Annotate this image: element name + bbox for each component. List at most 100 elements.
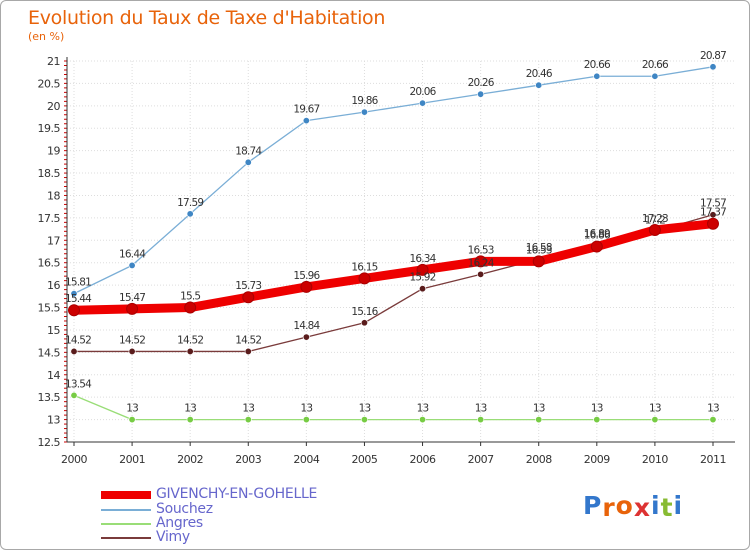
data-label: 13 (417, 403, 429, 415)
data-label: 16.89 (584, 228, 610, 240)
data-point (651, 416, 659, 424)
data-point (593, 72, 601, 80)
data-point (68, 304, 80, 317)
logo-letter: P (583, 491, 603, 520)
data-point (128, 416, 136, 424)
legend-swatch-angres (101, 523, 151, 525)
data-label: 14.84 (293, 320, 320, 332)
data-label: 16.44 (119, 248, 146, 260)
y-tick-label: 15.5 (38, 302, 61, 315)
data-point (70, 290, 78, 298)
data-point (648, 223, 661, 236)
y-tick-label: 21 (47, 55, 60, 68)
legend-swatch-givenchy (101, 491, 151, 499)
data-point (651, 72, 659, 80)
data-label: 20.26 (468, 77, 495, 89)
series-line-1 (73, 66, 714, 295)
data-point (709, 63, 717, 71)
data-label: 18.74 (235, 145, 262, 157)
y-tick-label: 16.5 (38, 257, 61, 270)
data-point (590, 240, 603, 253)
data-label: 19.67 (293, 104, 319, 116)
y-tick-label: 19 (47, 145, 60, 158)
legend-label-souchez: Souchez (156, 501, 213, 517)
logo-letter: i (673, 491, 684, 520)
data-point (474, 255, 487, 268)
x-tick-label: 2001 (119, 453, 145, 466)
x-tick-label: 2000 (61, 453, 87, 466)
data-label: 16.15 (351, 261, 377, 273)
data-point (706, 217, 719, 230)
data-label: 20.66 (584, 59, 611, 71)
proxiti-logo: Proxiti (583, 491, 684, 522)
data-point (419, 416, 427, 424)
data-label: 13 (533, 403, 545, 415)
legend-item-givenchy[interactable]: GIVENCHY-EN-GOHELLE (101, 486, 401, 503)
data-label: 14.52 (177, 334, 203, 346)
data-label: 16.24 (468, 257, 495, 269)
data-label: 15.81 (65, 277, 91, 289)
data-point (477, 270, 485, 278)
data-label: 13 (707, 403, 719, 415)
y-tick-label: 18 (47, 189, 60, 202)
data-label: 16.58 (526, 242, 552, 254)
data-label: 16.53 (526, 244, 552, 256)
logo-letter: o (615, 491, 634, 520)
data-point (477, 90, 485, 98)
x-tick-label: 2002 (177, 453, 203, 466)
data-label: 20.46 (526, 68, 553, 80)
x-tick-label: 2007 (468, 453, 494, 466)
data-point (532, 255, 545, 268)
data-point (186, 210, 194, 218)
legend-item-souchez[interactable]: Souchez (101, 501, 401, 518)
x-tick-label: 2004 (293, 453, 319, 466)
chart-subtitle: (en %) (28, 30, 65, 43)
logo-letter: r (602, 493, 616, 522)
legend-swatch-vimy (101, 537, 151, 539)
data-point (593, 416, 601, 424)
legend-label-vimy: Vimy (156, 529, 190, 545)
data-label: 17.23 (642, 213, 668, 225)
data-label: 15.73 (235, 280, 261, 292)
y-tick-label: 13.5 (38, 391, 61, 404)
data-point (184, 301, 197, 314)
data-label: 17.59 (177, 197, 203, 209)
logo-letter: i (651, 491, 661, 520)
data-label: 16.34 (410, 253, 437, 265)
data-label: 13 (242, 403, 254, 415)
data-label: 20.66 (642, 59, 669, 71)
y-tick-label: 18.5 (38, 167, 61, 180)
x-tick-label: 2003 (235, 453, 261, 466)
x-tick-label: 2006 (410, 453, 436, 466)
data-point (302, 333, 310, 341)
data-label: 15.96 (293, 270, 320, 282)
data-label: 17.57 (700, 198, 726, 210)
legend-swatch-souchez (101, 509, 151, 511)
data-point (244, 158, 252, 166)
data-label: 16.86 (584, 230, 611, 242)
data-label: 14.52 (119, 334, 145, 346)
legend-label-givenchy: GIVENCHY-EN-GOHELLE (156, 486, 317, 502)
y-tick-label: 20 (47, 100, 60, 113)
chart-title: Evolution du Taux de Taxe d'Habitation (28, 7, 386, 29)
axis-layer: 12.5 13 13.5 14 14.5 15 15.5 16 16.5 17 17.5 18 18.5… (38, 55, 735, 466)
grid-layer (67, 60, 735, 443)
data-point (128, 347, 136, 355)
data-label: 14.52 (235, 334, 261, 346)
x-tick-label: 2009 (584, 453, 610, 466)
data-point (70, 347, 78, 355)
data-point (477, 416, 485, 424)
data-label: 15.5 (180, 291, 200, 303)
legend-item-vimy[interactable]: Vimy (101, 529, 401, 546)
data-point (70, 391, 78, 399)
data-label: 20.06 (410, 86, 437, 98)
data-label: 13 (475, 403, 487, 415)
data-label: 13 (591, 403, 603, 415)
logo-letter: t (660, 493, 674, 522)
legend-label-angres: Angres (156, 515, 203, 531)
x-tick-label: 2005 (351, 453, 377, 466)
legend-item-angres[interactable]: Angres (101, 515, 401, 532)
